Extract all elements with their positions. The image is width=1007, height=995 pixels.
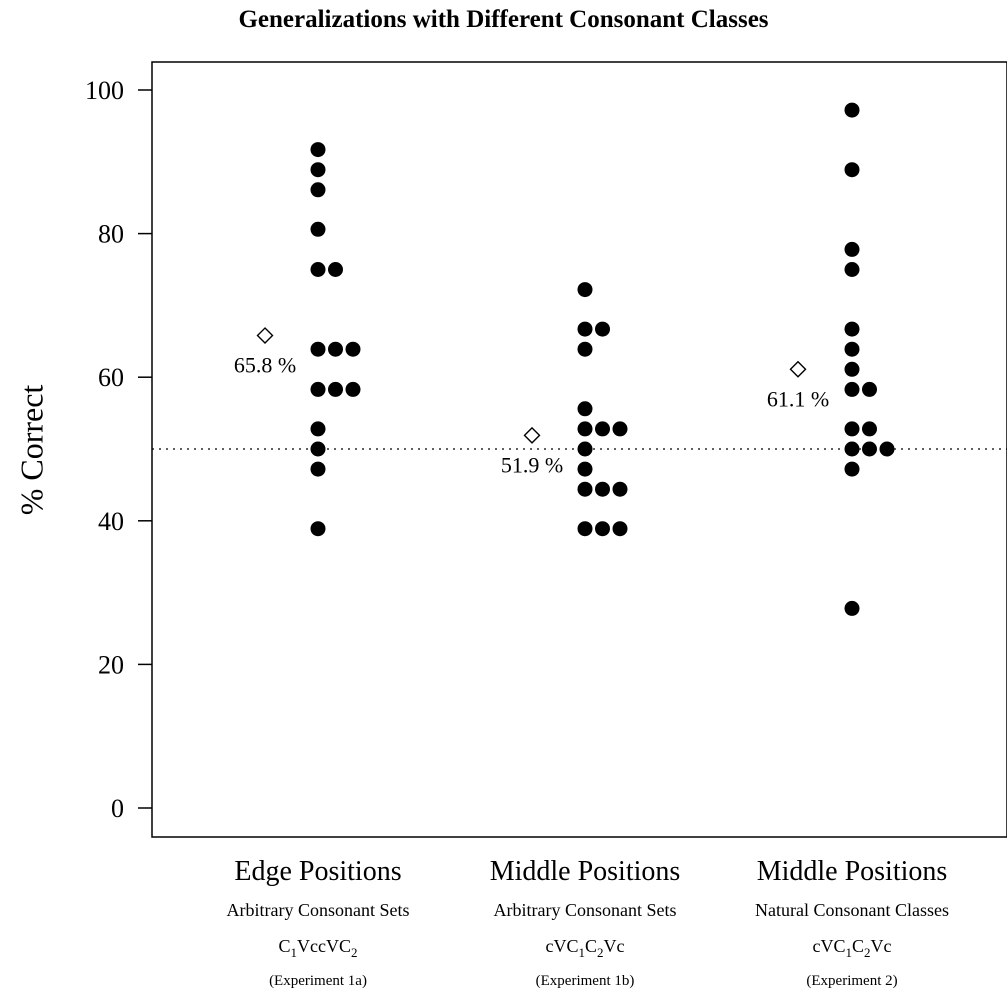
data-point: [328, 381, 343, 397]
category-formula: C1VccVC2: [279, 936, 358, 960]
data-point: [310, 341, 326, 357]
data-point: [862, 381, 877, 397]
data-point: [844, 361, 860, 377]
data-point: [595, 521, 610, 537]
data-point: [310, 381, 326, 397]
data-point: [844, 600, 860, 616]
data-point: [844, 381, 860, 397]
data-point: [310, 461, 326, 477]
data-point: [612, 481, 628, 497]
y-tick-label: 100: [85, 76, 124, 105]
mean-diamond: [523, 426, 541, 444]
data-point: [595, 481, 610, 497]
data-point: [310, 421, 326, 437]
data-point: [328, 341, 343, 357]
mean-diamond: [256, 327, 274, 345]
data-point: [577, 321, 593, 337]
category-labels: Edge Positions Arbitrary Consonant Sets C1…: [227, 856, 949, 989]
data-point: [844, 461, 860, 477]
mean-label: 65.8 %: [234, 353, 296, 378]
data-point: [577, 421, 593, 437]
y-tick-label: 60: [98, 363, 124, 392]
mean-label: 51.9 %: [501, 452, 563, 477]
data-point: [577, 282, 593, 298]
category-experiment: (Experiment 1b): [536, 973, 635, 989]
y-tick-label: 20: [98, 650, 124, 679]
data-point: [310, 182, 326, 198]
data-point: [577, 341, 593, 357]
category-subtitle: Arbitrary Consonant Sets: [494, 900, 677, 920]
data-point: [862, 421, 877, 437]
data-point: [844, 441, 860, 457]
data-point: [844, 162, 860, 178]
data-point: [310, 142, 326, 158]
data-point: [844, 102, 860, 118]
y-tick-label: 80: [98, 220, 124, 249]
data-point: [844, 341, 860, 357]
category-formula: cVC1C2Vc: [545, 936, 624, 960]
data-point: [577, 441, 593, 457]
data-point: [577, 401, 593, 417]
data-point: [310, 221, 326, 237]
mean-diamond: [789, 360, 807, 378]
data-point: [310, 162, 326, 178]
chart-title: Generalizations with Different Consonant…: [238, 6, 769, 33]
data-point: [310, 441, 326, 457]
data-point: [844, 262, 860, 277]
data-point: [577, 481, 593, 497]
category-name: Middle Positions: [757, 856, 948, 887]
category-name: Edge Positions: [234, 856, 401, 887]
data-point: [595, 321, 610, 337]
data-point: [844, 241, 860, 257]
data-point: [577, 521, 593, 537]
category-experiment: (Experiment 1a): [269, 973, 367, 989]
data-point: [844, 421, 860, 437]
category-subtitle: Natural Consonant Classes: [755, 900, 949, 920]
data-point: [879, 441, 895, 457]
data-point: [345, 381, 361, 397]
y-tick-label: 40: [98, 507, 124, 536]
y-axis: 0 20 40 60 80 100: [85, 76, 152, 823]
category-experiment: (Experiment 2): [806, 973, 897, 989]
data-point: [310, 521, 326, 537]
data-point: [862, 441, 877, 457]
data-point: [310, 262, 326, 277]
data-points: [310, 102, 895, 616]
y-tick-label: 0: [111, 794, 124, 823]
data-point: [345, 341, 361, 357]
data-point: [612, 521, 628, 537]
data-point: [595, 421, 610, 437]
data-point: [612, 421, 628, 437]
data-point: [577, 461, 593, 477]
data-point: [328, 262, 343, 277]
category-formula: cVC1C2Vc: [812, 936, 891, 960]
data-point: [844, 321, 860, 337]
mean-label: 61.1 %: [767, 386, 829, 411]
mean-markers: 65.8 % 51.9 % 61.1 %: [234, 327, 829, 477]
category-subtitle: Arbitrary Consonant Sets: [227, 900, 410, 920]
category-name: Middle Positions: [490, 856, 681, 887]
